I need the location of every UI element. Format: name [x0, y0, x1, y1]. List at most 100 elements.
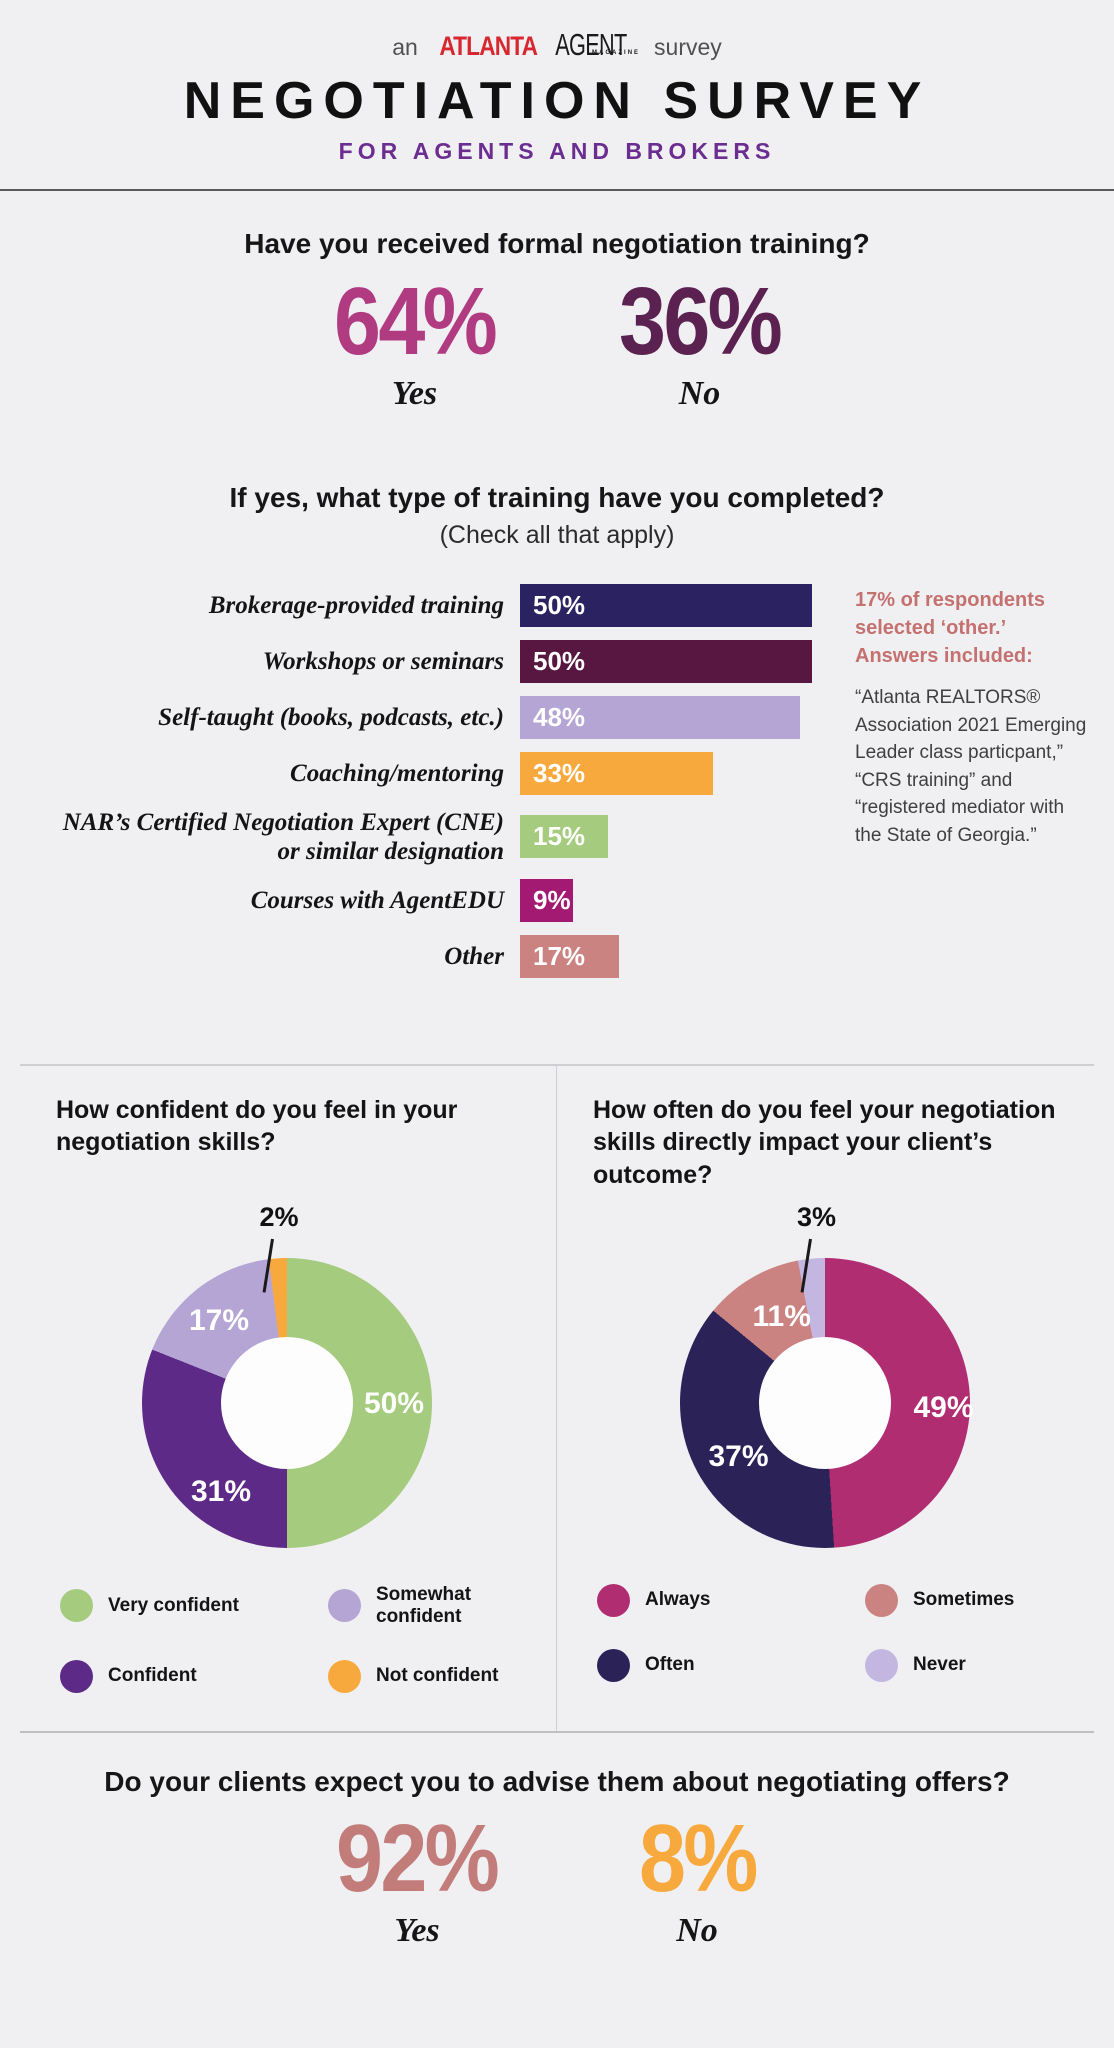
donut-section: How confident do you feel in your negoti… — [20, 1063, 1094, 1733]
bar-track: 50% — [520, 583, 812, 627]
bar-category: Other — [444, 942, 504, 970]
page-subtitle: FOR AGENTS AND BROKERS — [338, 137, 776, 164]
legend-dot — [597, 1648, 630, 1682]
segment-value: 37% — [708, 1439, 769, 1473]
q5-yes-label: Yes — [394, 1911, 440, 1949]
bar: 33% — [520, 751, 713, 795]
legend-label: Very confident — [108, 1594, 239, 1616]
note-body: “Atlanta REALTORS® Association 2021 Emer… — [855, 686, 1087, 846]
impact-legend: Always Sometimes Often Never — [577, 1583, 1072, 1682]
q2-question: If yes, what type of training have you c… — [229, 482, 885, 514]
bar-row: Other 17% — [46, 934, 1114, 978]
legend-dot — [328, 1589, 361, 1623]
bar-category: Self-taught (books, podcasts, etc.) — [158, 703, 504, 731]
confidence-callout-label: 2% — [259, 1201, 299, 1232]
bar-category: Courses with AgentEDU — [250, 886, 504, 914]
impact-panel: How often do you feel your negotiation s… — [557, 1066, 1094, 1731]
section-q2: If yes, what type of training have you c… — [0, 481, 1114, 978]
page-title: NEGOTIATION SURVEY — [183, 72, 931, 130]
header: an ATLANTA AGENT MAGAZINE survey NEGOTIA… — [0, 0, 1114, 191]
bar: 50% — [520, 583, 812, 627]
segment-value: 50% — [364, 1386, 425, 1420]
legend-item: Somewhat confident — [328, 1584, 534, 1628]
legend-dot — [60, 1589, 93, 1623]
bar-row: Courses with AgentEDU 9% — [46, 878, 1114, 922]
q1-no-value: 36% — [618, 268, 783, 376]
legend-dot — [865, 1583, 898, 1617]
q5-yes-value: 92% — [336, 1804, 500, 1912]
legend-label: Confident — [108, 1665, 197, 1687]
legend-item: Very confident — [60, 1584, 328, 1628]
legend-dot — [60, 1659, 93, 1693]
other-answers-note: 17% of respondents selected ‘other.’ Ans… — [855, 586, 1093, 849]
legend-item: Always — [597, 1583, 865, 1617]
byline-suffix: survey — [654, 34, 722, 60]
legend-dot — [328, 1659, 361, 1693]
segment-value: 49% — [913, 1390, 974, 1424]
bar-row: NAR’s Certified Negotiation Expert (CNE)… — [46, 808, 1114, 866]
legend-item: Confident — [60, 1659, 328, 1693]
confidence-panel: How confident do you feel in your negoti… — [20, 1065, 557, 1731]
legend-item: Never — [865, 1648, 1072, 1682]
legend-label: Always — [645, 1589, 711, 1611]
note-heading: 17% of respondents selected ‘other.’ Ans… — [855, 588, 1046, 667]
confidence-question: How confident do you feel in your negoti… — [56, 1095, 458, 1157]
section-q5: Do your clients expect you to advise the… — [0, 1765, 1114, 1950]
legend-dot — [597, 1583, 630, 1617]
legend-item: Sometimes — [865, 1583, 1072, 1617]
q2-hint: (Check all that apply) — [439, 520, 675, 549]
q1-stats: 64% Yes 36% No — [0, 268, 1114, 413]
q1-yes-label: Yes — [391, 375, 438, 413]
legend-item: Not confident — [328, 1659, 534, 1693]
bar: 9% — [520, 878, 573, 922]
section-q1: Have you received formal negotiation tra… — [0, 227, 1114, 414]
bar-track: 50% — [520, 639, 812, 683]
bar-track: 33% — [520, 751, 812, 795]
bar: 48% — [520, 695, 801, 739]
impact-question: How often do you feel your negotiation s… — [593, 1095, 1056, 1189]
q5-stat-yes: 92% Yes — [317, 1804, 517, 1950]
q5-no-label: No — [676, 1911, 718, 1949]
logo-atlanta: ATLANTA — [439, 31, 538, 61]
bar-row: Coaching/mentoring 33% — [46, 751, 1114, 795]
bar-track: 17% — [520, 934, 812, 978]
impact-donut-chart: 49% 37% 11% — [679, 1257, 974, 1548]
bar-category: NAR’s Certified Negotiation Expert (CNE)… — [62, 808, 504, 865]
bar: 15% — [520, 815, 608, 859]
bar: 50% — [520, 639, 812, 683]
q1-yes-value: 64% — [333, 268, 498, 376]
bar-track: 48% — [520, 695, 812, 739]
legend-label: Often — [645, 1654, 695, 1676]
impact-callout-label: 3% — [796, 1201, 837, 1232]
bar-row: Workshops or seminars 50% — [46, 639, 1114, 683]
logo-agent: AGENT — [555, 27, 628, 62]
segment-value: 31% — [191, 1474, 252, 1508]
impact-donut-zone: 3% 49% 37% 11% — [679, 1202, 974, 1548]
q1-no-label: No — [678, 375, 721, 413]
q1-stat-no: 36% No — [600, 268, 800, 413]
q5-stats: 92% Yes 8% No — [0, 1804, 1114, 1950]
logo-magazine: MAGAZINE — [592, 50, 641, 56]
bar-category: Workshops or seminars — [262, 647, 504, 675]
bar-row: Brokerage-provided training 50% — [46, 583, 1114, 627]
bar-track: 15% — [520, 815, 812, 859]
survey-byline: an ATLANTA AGENT MAGAZINE survey — [0, 27, 1114, 62]
q5-no-value: 8% — [638, 1804, 758, 1912]
confidence-donut-zone: 2% 50% 31% 17% — [142, 1202, 432, 1548]
training-bar-chart: Brokerage-provided training 50% Workshop… — [0, 583, 1114, 978]
q1-stat-yes: 64% Yes — [315, 268, 515, 413]
bar-category: Brokerage-provided training — [208, 591, 504, 619]
bar-category: Coaching/mentoring — [290, 759, 504, 787]
confidence-donut-chart: 50% 31% 17% — [142, 1257, 432, 1548]
legend-label: Somewhat confident — [376, 1583, 472, 1627]
confidence-legend: Very confident Somewhat confident Confid… — [40, 1584, 534, 1693]
legend-dot — [865, 1648, 898, 1682]
bar-row: Self-taught (books, podcasts, etc.) 48% — [46, 695, 1114, 739]
q1-question: Have you received formal negotiation tra… — [244, 227, 870, 259]
q5-stat-no: 8% No — [597, 1804, 797, 1950]
legend-label: Never — [913, 1654, 966, 1676]
legend-item: Often — [597, 1648, 865, 1682]
bar: 17% — [520, 934, 620, 978]
bar-track: 9% — [520, 878, 812, 922]
